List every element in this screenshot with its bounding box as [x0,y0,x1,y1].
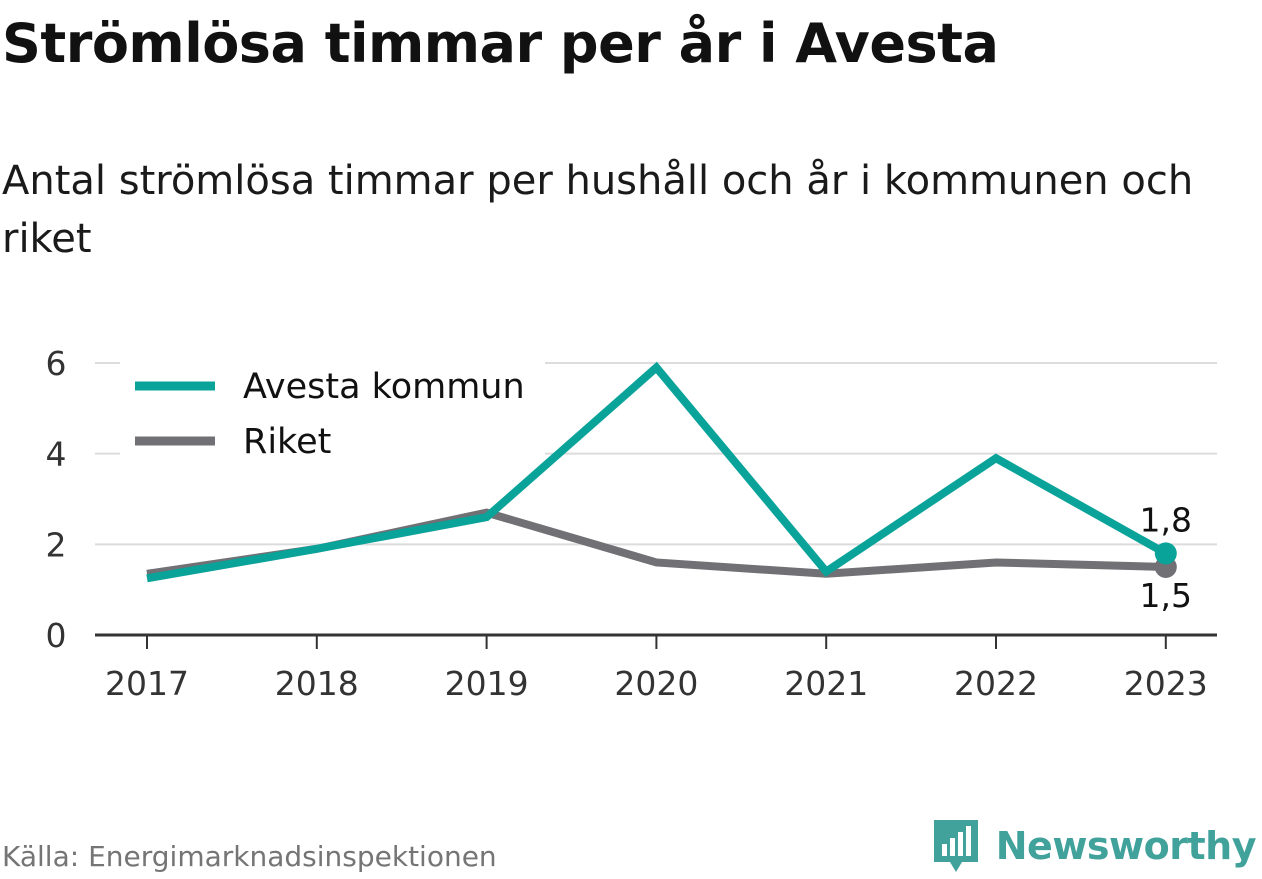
y-tick-label: 4 [46,435,67,474]
y-tick-label: 0 [46,616,67,655]
series-line-avesta-kommun [146,361,1168,583]
x-tick-label: 2017 [105,664,189,703]
legend: Avesta kommun Riket [120,360,545,470]
x-tick-label: 2022 [954,664,1038,703]
series-line-riket [146,508,1166,578]
brand: Newsworthy [932,818,1257,874]
chart-subtitle: Antal strömlösa timmar per hushåll och å… [2,158,1194,262]
series-lines [146,361,1177,583]
x-axis: 2017 2018 2019 2020 2021 2022 2023 [95,633,1217,703]
chart-title: Strömlösa timmar per år i Avesta [2,12,999,75]
legend-label: Avesta kommun [243,367,525,407]
x-tick-label: 2018 [275,664,359,703]
source-note: Källa: Energimarknadsinspektionen [2,840,497,873]
y-axis: 0 2 4 6 [46,344,67,655]
brand-name: Newsworthy [995,824,1257,868]
y-tick-label: 2 [46,525,67,564]
data-label-avesta-kommun: 1,8 [1140,500,1192,539]
y-tick-label: 6 [46,344,67,383]
end-labels: 1,8 1,5 [1140,500,1192,615]
legend-background [120,360,545,470]
x-tick-label: 2020 [614,664,698,703]
legend-label: Riket [243,422,331,462]
end-point-avesta-kommun [1154,542,1177,565]
x-tick-label: 2019 [445,664,529,703]
x-tick-label: 2021 [784,664,868,703]
data-label-riket: 1,5 [1140,576,1192,615]
x-tick-label: 2023 [1124,664,1208,703]
newsworthy-logo-icon [933,820,978,872]
